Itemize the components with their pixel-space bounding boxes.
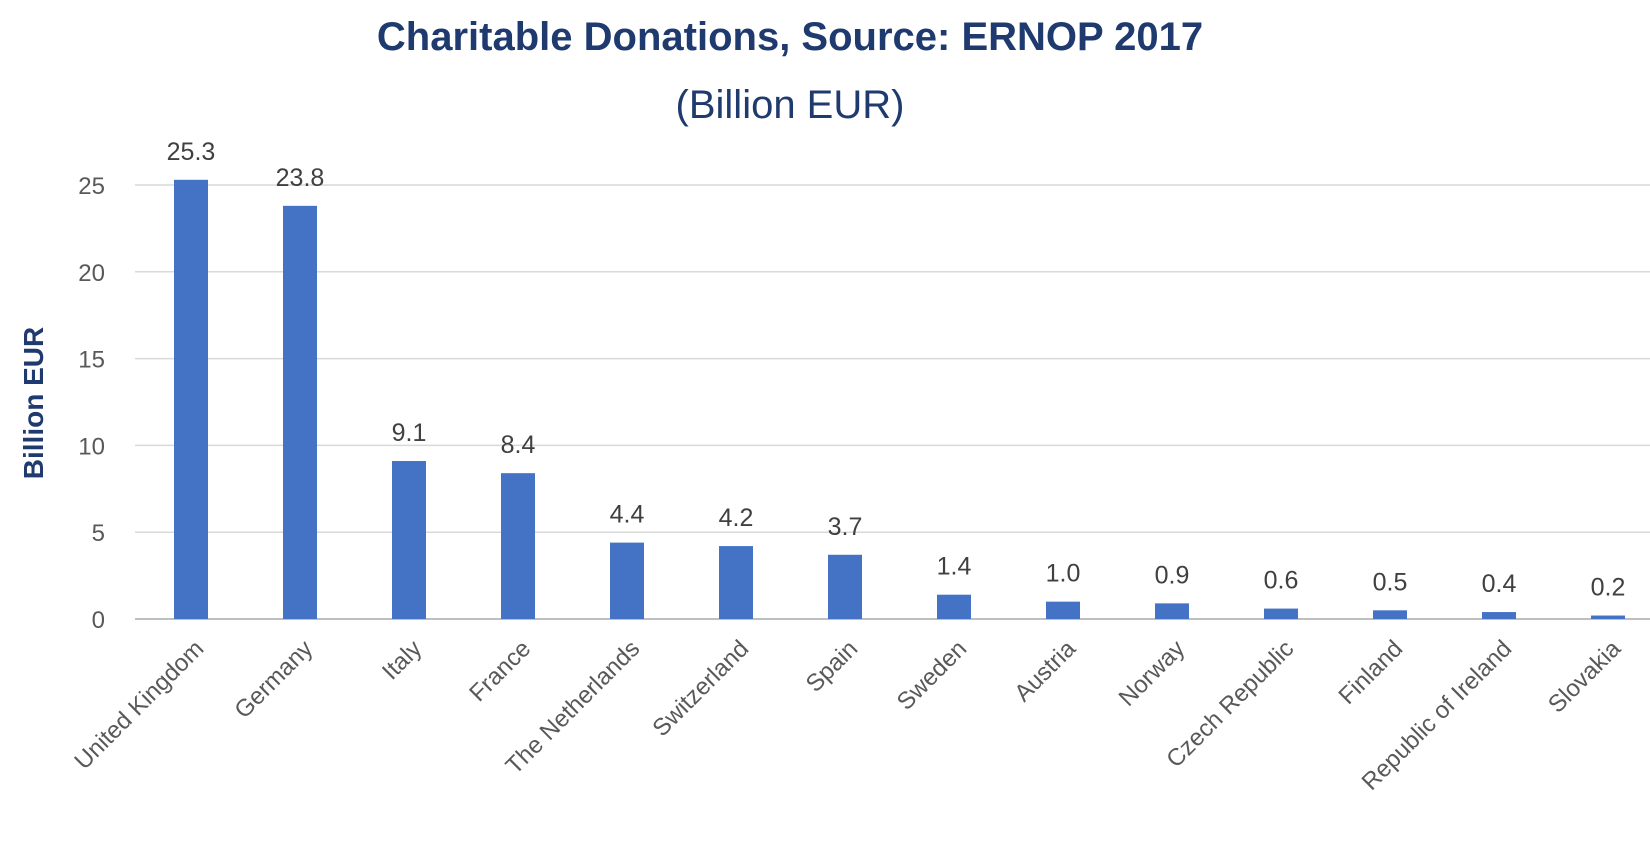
- y-tick-label: 20: [78, 260, 105, 287]
- y-tick-label: 15: [78, 347, 105, 374]
- data-label: 4.2: [719, 504, 754, 532]
- bar: [610, 542, 644, 619]
- bar: [1373, 610, 1407, 619]
- bar: [283, 205, 317, 619]
- chart-title: Charitable Donations, Source: ERNOP 2017: [377, 15, 1203, 59]
- data-label: 1.4: [937, 553, 972, 581]
- data-label: 9.1: [392, 419, 427, 447]
- bar: [719, 546, 753, 619]
- data-label: 0.2: [1591, 574, 1626, 602]
- y-tick-label: 0: [92, 607, 105, 634]
- bar: [1046, 601, 1080, 619]
- chart-subtitle: (Billion EUR): [676, 83, 905, 127]
- x-tick-label: Germany: [229, 635, 318, 724]
- data-label: 4.4: [610, 501, 645, 529]
- x-tick-label: United Kingdom: [69, 635, 209, 775]
- data-label: 0.5: [1373, 568, 1408, 596]
- y-axis-label: Billion EUR: [18, 327, 49, 479]
- bar: [392, 461, 426, 619]
- bar: [1591, 615, 1625, 619]
- bar: [937, 594, 971, 619]
- x-tick-label: France: [464, 635, 536, 707]
- data-label: 23.8: [276, 164, 325, 192]
- x-tick-label: Slovakia: [1543, 635, 1627, 719]
- bar: [828, 554, 862, 619]
- bar: [501, 473, 535, 619]
- x-tick-label: Italy: [377, 635, 427, 685]
- data-labels: 25.3 23.8 9.1 8.4 4.4 4.2 3.7 1.4 1.0 0.9 0.6 0.5 0.…: [167, 138, 1626, 602]
- data-label: 0.6: [1264, 567, 1299, 595]
- bars: [174, 179, 1625, 620]
- bar: [1155, 603, 1189, 619]
- x-tick-label: Spain: [801, 635, 864, 698]
- data-label: 0.4: [1482, 570, 1517, 598]
- y-tick-label: 10: [78, 433, 105, 460]
- x-tick-label: Switzerland: [647, 635, 754, 742]
- data-label: 1.0: [1046, 560, 1081, 588]
- y-tick-label: 5: [92, 520, 105, 547]
- data-label: 25.3: [167, 138, 216, 166]
- data-label: 0.9: [1155, 561, 1190, 589]
- y-tick-label: 25: [78, 173, 105, 200]
- gridlines: [135, 184, 1650, 620]
- bar: [1482, 612, 1516, 619]
- x-tick-label: Sweden: [892, 635, 972, 715]
- data-label: 3.7: [828, 513, 863, 541]
- x-tick-label: Finland: [1333, 635, 1408, 710]
- bar: [1264, 608, 1298, 619]
- bar: [174, 179, 208, 620]
- x-tick-label: Norway: [1114, 635, 1191, 712]
- y-tick-labels: 0 5 10 15 20 25: [78, 173, 105, 634]
- data-label: 8.4: [501, 431, 536, 459]
- x-tick-label: Austria: [1009, 635, 1081, 707]
